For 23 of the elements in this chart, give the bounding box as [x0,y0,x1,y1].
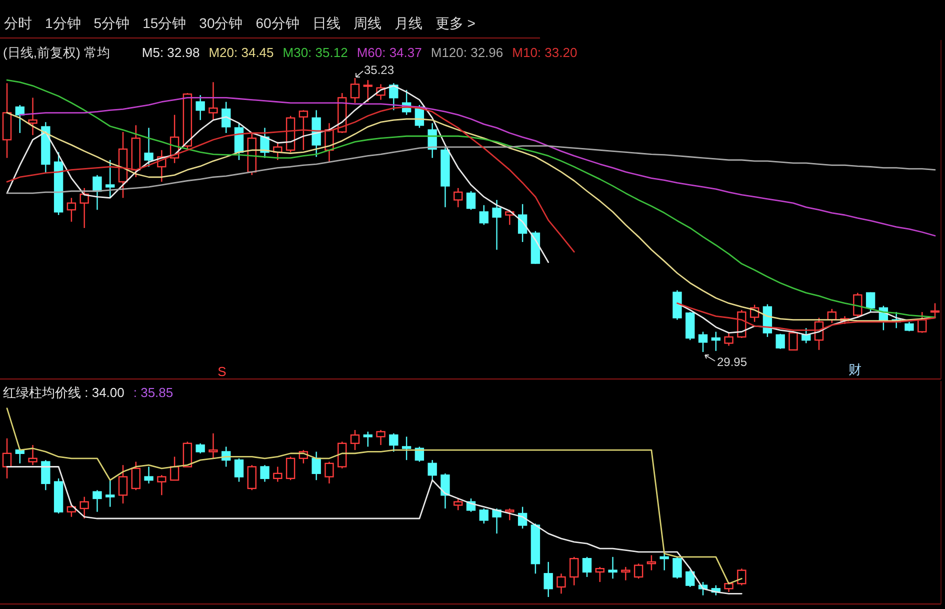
text: 29.95 [717,355,748,369]
chart-title: (日线,前复权) 常均 [3,45,110,60]
text: M60: 34.37 [356,45,422,60]
text: 日线 [312,15,340,31]
text: S [218,364,227,379]
text: 15分钟 [142,15,186,31]
text: : 35.85 [133,385,174,400]
text: 更多 > [435,15,476,31]
text: 60分钟 [256,15,300,31]
text: 红绿柱均价线 : 34.00 [3,385,124,400]
text: 30分钟 [199,15,243,31]
text: 月线 [394,15,422,31]
text: 分时 [4,15,32,31]
text: 1分钟 [45,15,81,31]
text: 财 [848,362,862,377]
text: 5分钟 [94,15,130,31]
text: 周线 [353,15,382,31]
text: M10: 33.20 [512,45,578,60]
text: M5: 32.98 [142,45,200,60]
text: M20: 34.45 [208,45,274,60]
text: 35.23 [364,63,394,77]
text: M30: 35.12 [282,45,348,60]
text: M120: 32.96 [430,45,504,60]
